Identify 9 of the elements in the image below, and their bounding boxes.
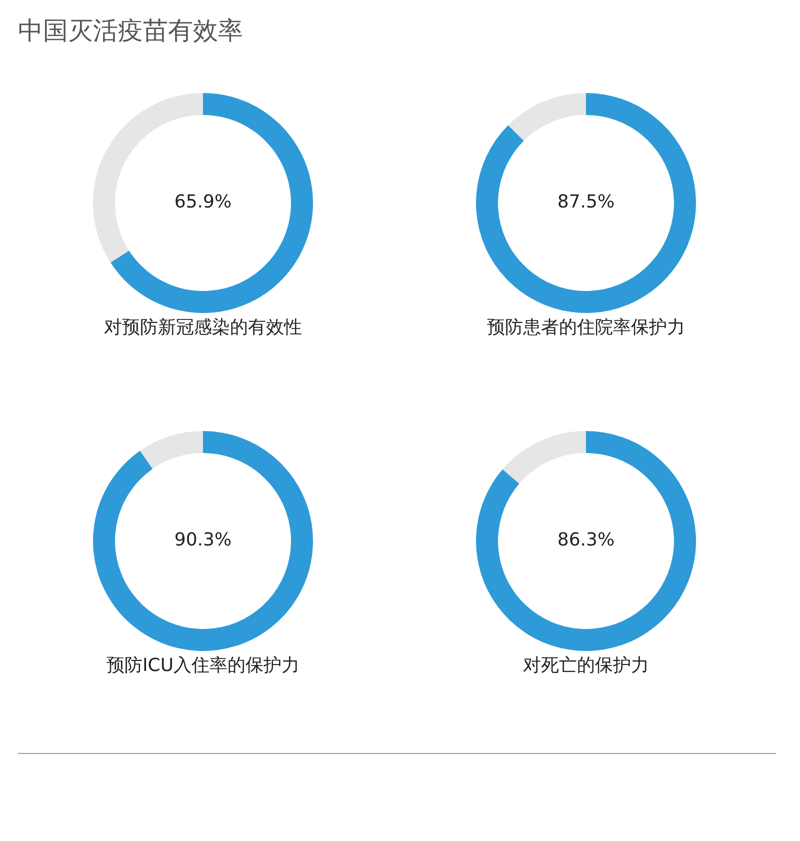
chart-title: 中国灭活疫苗有效率: [18, 15, 243, 47]
data-label: 87.5%: [557, 192, 615, 213]
text: 对预防新冠感染的有效性: [103, 316, 303, 339]
data-label: 65.9%: [174, 192, 232, 213]
text: 预防ICU入住率的保护力: [105, 654, 301, 677]
data-label: 86.3%: [557, 530, 615, 551]
data-label: 90.3%: [174, 530, 232, 551]
text: 对死亡的保护力: [522, 654, 650, 677]
text: 预防患者的住院率保护力: [486, 316, 686, 339]
